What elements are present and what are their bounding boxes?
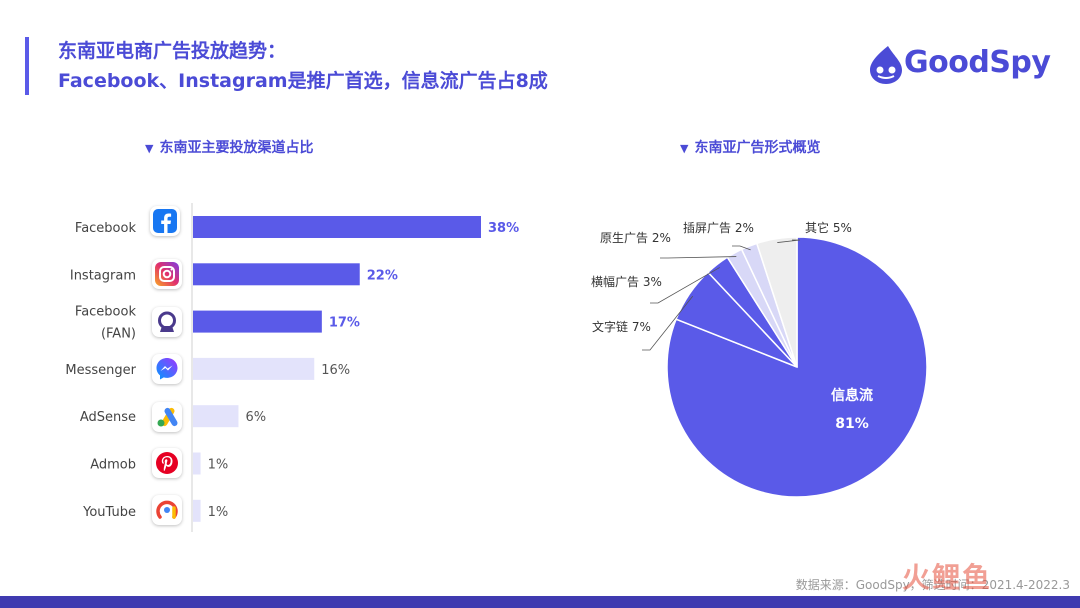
title-line-2: Facebook、Instagram是推广首选，信息流广告占8成 bbox=[58, 70, 548, 92]
facebook-audience-network-icon bbox=[152, 307, 182, 337]
pie-value-main: 81% bbox=[835, 416, 869, 432]
bar bbox=[193, 499, 201, 522]
instagram-icon bbox=[152, 259, 182, 289]
page-title: 东南亚电商广告投放趋势： Facebook、Instagram是推广首选，信息流… bbox=[58, 36, 548, 96]
watermark: 火鲤鱼 bbox=[902, 561, 993, 594]
bar-value-label: 22% bbox=[367, 268, 398, 283]
bar-category-label: AdSense bbox=[80, 410, 136, 425]
bar-value-label: 16% bbox=[321, 363, 350, 378]
ads-icon bbox=[152, 495, 182, 525]
pie-slice-label: 横幅广告 3% bbox=[591, 274, 662, 289]
bar-chart-title: ▼ 东南亚主要投放渠道占比 bbox=[145, 137, 313, 157]
bar-category-label: Facebook (FAN) bbox=[75, 305, 137, 342]
footer-band bbox=[0, 596, 1080, 608]
facebook-icon bbox=[150, 206, 180, 236]
pie-slice-label: 文字链 7% bbox=[592, 319, 651, 334]
bar bbox=[193, 405, 239, 428]
pie-leader-line bbox=[732, 245, 751, 251]
adsense-icon bbox=[152, 402, 182, 432]
bar-category-label: Instagram bbox=[70, 268, 136, 283]
triangle-down-icon: ▼ bbox=[145, 142, 154, 155]
pie-leader-line bbox=[642, 295, 694, 351]
title-accent-bar bbox=[25, 37, 29, 95]
bar-category-label: YouTube bbox=[82, 505, 136, 520]
pie-slice bbox=[755, 236, 798, 368]
pie-leader-line bbox=[650, 267, 720, 304]
goodspy-logo-icon bbox=[870, 46, 902, 84]
pie-slice-label: 原生广告 2% bbox=[600, 231, 671, 245]
messenger-icon bbox=[152, 354, 182, 384]
bar bbox=[193, 216, 481, 238]
pie-chart-title-text: 东南亚广告形式概览 bbox=[694, 140, 821, 156]
bar bbox=[193, 357, 315, 380]
bar bbox=[193, 452, 201, 475]
bar-value-label: 1% bbox=[208, 505, 229, 520]
pie-slice-label: 插屏广告 2% bbox=[683, 221, 754, 235]
bar bbox=[193, 263, 360, 286]
bar-category-label: Messenger bbox=[65, 363, 136, 378]
bar-value-label: 38% bbox=[488, 221, 519, 236]
bar-value-label: 17% bbox=[329, 316, 360, 331]
pie-leader-line bbox=[777, 239, 801, 243]
pie-leader-line bbox=[660, 256, 737, 259]
data-source-note: 数据来源：GoodSpy，筛选时间：2021.4-2022.3 bbox=[795, 578, 1070, 592]
bar-category-label: Admob bbox=[90, 458, 136, 473]
bar-chart-title-text: 东南亚主要投放渠道占比 bbox=[159, 140, 314, 156]
bar-value-label: 1% bbox=[208, 458, 229, 473]
logo-text: GoodSpy bbox=[904, 45, 1051, 80]
bar-value-label: 6% bbox=[245, 410, 266, 425]
pie-label-main: 信息流 bbox=[831, 387, 873, 404]
bar-category-label: Facebook bbox=[75, 221, 137, 236]
pie-chart-title: ▼ 东南亚广告形式概览 bbox=[680, 137, 820, 157]
bar bbox=[193, 310, 322, 333]
pie-slice-label: 其它 5% bbox=[805, 220, 852, 235]
pinterest-icon bbox=[152, 448, 182, 478]
title-line-1: 东南亚电商广告投放趋势： bbox=[58, 40, 287, 62]
triangle-down-icon: ▼ bbox=[680, 142, 689, 155]
